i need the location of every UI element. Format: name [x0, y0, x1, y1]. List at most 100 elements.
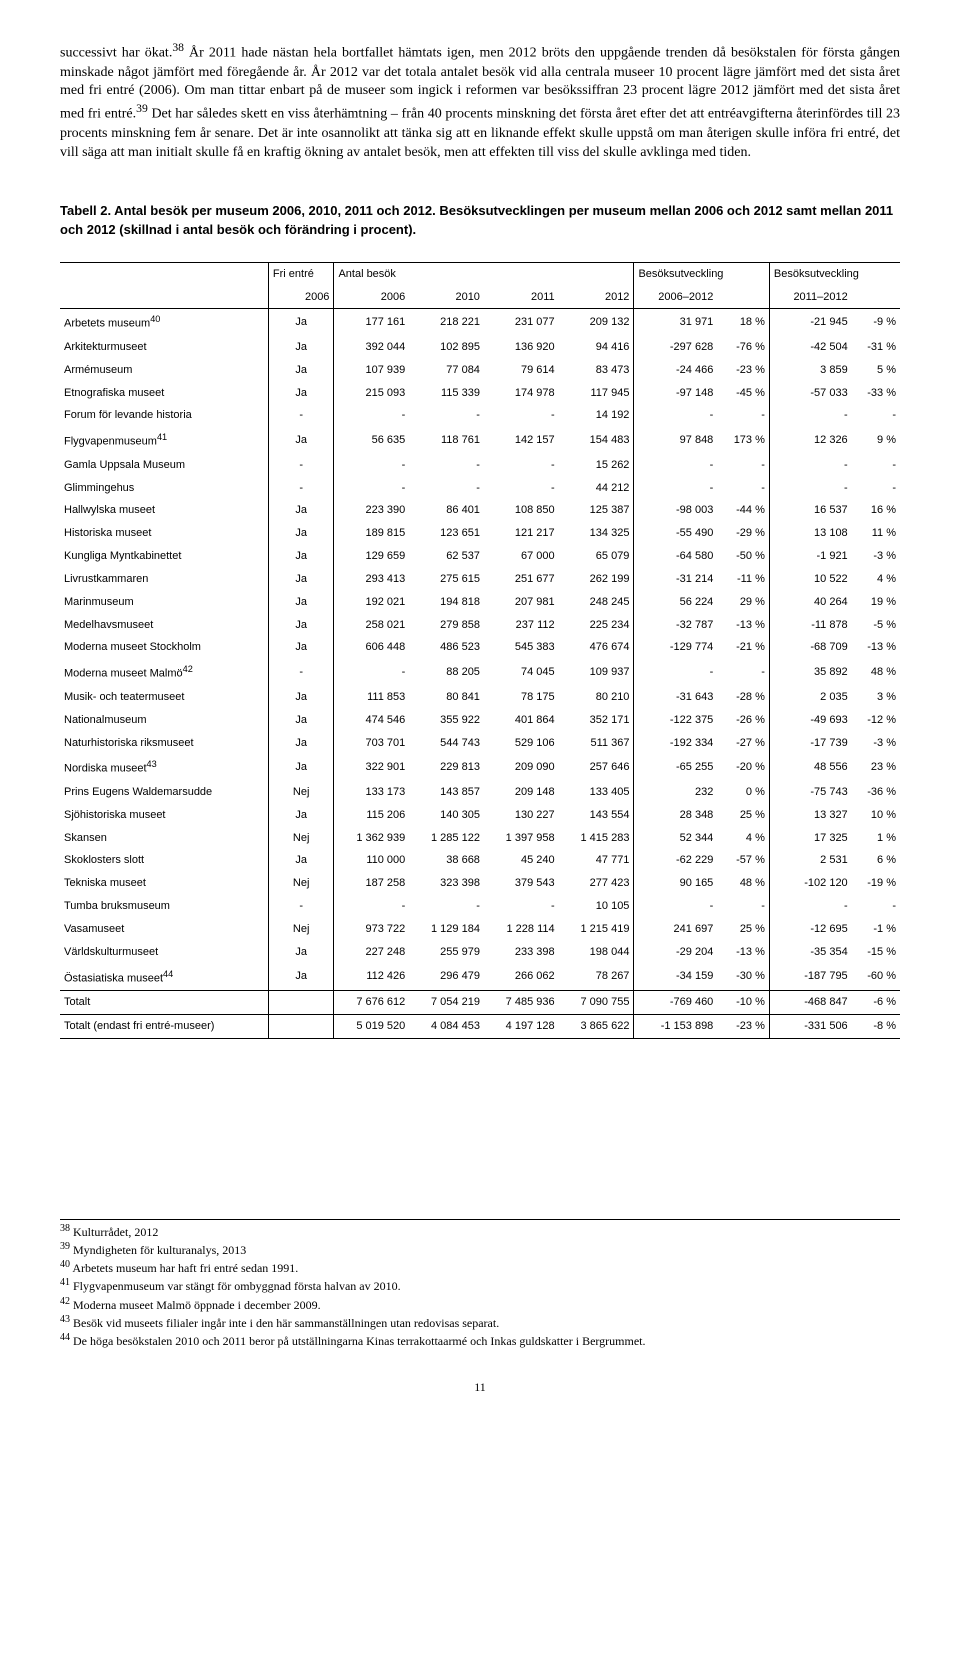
cell-fri: Ja [268, 636, 334, 659]
cell-d1-abs: -769 460 [634, 991, 717, 1015]
cell-d2-pct: 19 % [852, 591, 900, 614]
cell-d2-pct: 3 % [852, 686, 900, 709]
cell-2011: 79 614 [484, 359, 559, 382]
table-row: Moderna museet Stockholm Ja 606 448 486 … [60, 636, 900, 659]
cell-d2-pct: -36 % [852, 781, 900, 804]
cell-d2-pct: 5 % [852, 359, 900, 382]
cell-fri: Ja [268, 309, 334, 336]
cell-d1-pct: -76 % [717, 336, 769, 359]
cell-d2-pct: - [852, 454, 900, 477]
cell-d1-pct: 25 % [717, 918, 769, 941]
cell-2012: 117 945 [559, 382, 634, 405]
cell-2012: 125 387 [559, 499, 634, 522]
cell-d2-pct: - [852, 477, 900, 500]
cell-2010: 1 129 184 [409, 918, 484, 941]
cell-2006: 293 413 [334, 568, 409, 591]
cell-2006: - [334, 659, 409, 686]
cell-name: Skoklosters slott [60, 849, 268, 872]
sub-blank [60, 286, 268, 309]
cell-fri: Nej [268, 827, 334, 850]
cell-2011: - [484, 895, 559, 918]
cell-d1-abs: -29 204 [634, 941, 717, 964]
cell-2011: 74 045 [484, 659, 559, 686]
cell-2012: 262 199 [559, 568, 634, 591]
sub-2012: 2012 [559, 286, 634, 309]
cell-name: Naturhistoriska riksmuseet [60, 732, 268, 755]
cell-d1-abs: -1 153 898 [634, 1014, 717, 1038]
table-caption: Tabell 2. Antal besök per museum 2006, 2… [60, 201, 900, 240]
table-row: Nationalmuseum Ja 474 546 355 922 401 86… [60, 709, 900, 732]
cell-d2-pct: 10 % [852, 804, 900, 827]
cell-d2-abs: -75 743 [769, 781, 851, 804]
cell-d2-pct: - [852, 895, 900, 918]
cell-name: Vasamuseet [60, 918, 268, 941]
table-row: Tumba bruksmuseum - - - - 10 105 - - - - [60, 895, 900, 918]
page-number: 11 [60, 1379, 900, 1395]
cell-2011: - [484, 404, 559, 427]
cell-2012: 143 554 [559, 804, 634, 827]
cell-2011: 142 157 [484, 427, 559, 454]
cell-fri: Ja [268, 545, 334, 568]
cell-d2-pct: 6 % [852, 849, 900, 872]
cell-fri: Ja [268, 336, 334, 359]
cell-fri: Ja [268, 732, 334, 755]
cell-2011: 108 850 [484, 499, 559, 522]
cell-2006: 227 248 [334, 941, 409, 964]
cell-d2-pct: 23 % [852, 754, 900, 781]
cell-d1-pct: -30 % [717, 964, 769, 991]
cell-fri: Ja [268, 754, 334, 781]
table-row: Historiska museet Ja 189 815 123 651 121… [60, 522, 900, 545]
cell-d2-pct: -60 % [852, 964, 900, 991]
cell-name: Världskulturmuseet [60, 941, 268, 964]
cell-d2-pct: 11 % [852, 522, 900, 545]
cell-name: Moderna museet Stockholm [60, 636, 268, 659]
cell-2012: 80 210 [559, 686, 634, 709]
cell-d2-pct: -13 % [852, 636, 900, 659]
table-row: Musik- och teatermuseet Ja 111 853 80 84… [60, 686, 900, 709]
cell-d2-abs: -468 847 [769, 991, 851, 1015]
cell-2010: 118 761 [409, 427, 484, 454]
cell-d2-abs: 3 859 [769, 359, 851, 382]
cell-2006: 111 853 [334, 686, 409, 709]
cell-d1-abs: -31 643 [634, 686, 717, 709]
cell-2010: 1 285 122 [409, 827, 484, 850]
cell-name: Tekniska museet [60, 872, 268, 895]
cell-fri: Nej [268, 781, 334, 804]
cell-d1-pct: 48 % [717, 872, 769, 895]
cell-2010: 275 615 [409, 568, 484, 591]
cell-d2-abs: -21 945 [769, 309, 851, 336]
cell-name: Prins Eugens Waldemarsudde [60, 781, 268, 804]
cell-fri: - [268, 895, 334, 918]
col-utv2-header: Besöksutveckling [769, 262, 900, 285]
table-row: Nordiska museet43 Ja 322 901 229 813 209… [60, 754, 900, 781]
table-row: Totalt 7 676 612 7 054 219 7 485 936 7 0… [60, 991, 900, 1015]
cell-2011: - [484, 454, 559, 477]
cell-fri: Ja [268, 709, 334, 732]
cell-d1-abs: 56 224 [634, 591, 717, 614]
cell-d2-pct: - [852, 404, 900, 427]
cell-d1-pct: -13 % [717, 614, 769, 637]
cell-2012: 209 132 [559, 309, 634, 336]
cell-2010: 323 398 [409, 872, 484, 895]
table-row: Marinmuseum Ja 192 021 194 818 207 981 2… [60, 591, 900, 614]
cell-d2-abs: 35 892 [769, 659, 851, 686]
footnote: 41 Flygvapenmuseum var stängt för ombygg… [60, 1276, 900, 1294]
cell-d1-abs: 97 848 [634, 427, 717, 454]
table-row: Glimmingehus - - - - 44 212 - - - - [60, 477, 900, 500]
cell-d2-pct: 16 % [852, 499, 900, 522]
cell-d1-pct: -28 % [717, 686, 769, 709]
table-row: Armémuseum Ja 107 939 77 084 79 614 83 4… [60, 359, 900, 382]
cell-d2-pct: -19 % [852, 872, 900, 895]
cell-2011: 529 106 [484, 732, 559, 755]
cell-2012: 15 262 [559, 454, 634, 477]
cell-2010: 296 479 [409, 964, 484, 991]
cell-d2-pct: -33 % [852, 382, 900, 405]
cell-name: Musik- och teatermuseet [60, 686, 268, 709]
cell-2006: 56 635 [334, 427, 409, 454]
cell-name: Moderna museet Malmö42 [60, 659, 268, 686]
cell-2010: 88 205 [409, 659, 484, 686]
table-row: Tekniska museet Nej 187 258 323 398 379 … [60, 872, 900, 895]
cell-d2-abs: - [769, 404, 851, 427]
footnote: 38 Kulturrådet, 2012 [60, 1222, 900, 1240]
cell-2012: 44 212 [559, 477, 634, 500]
